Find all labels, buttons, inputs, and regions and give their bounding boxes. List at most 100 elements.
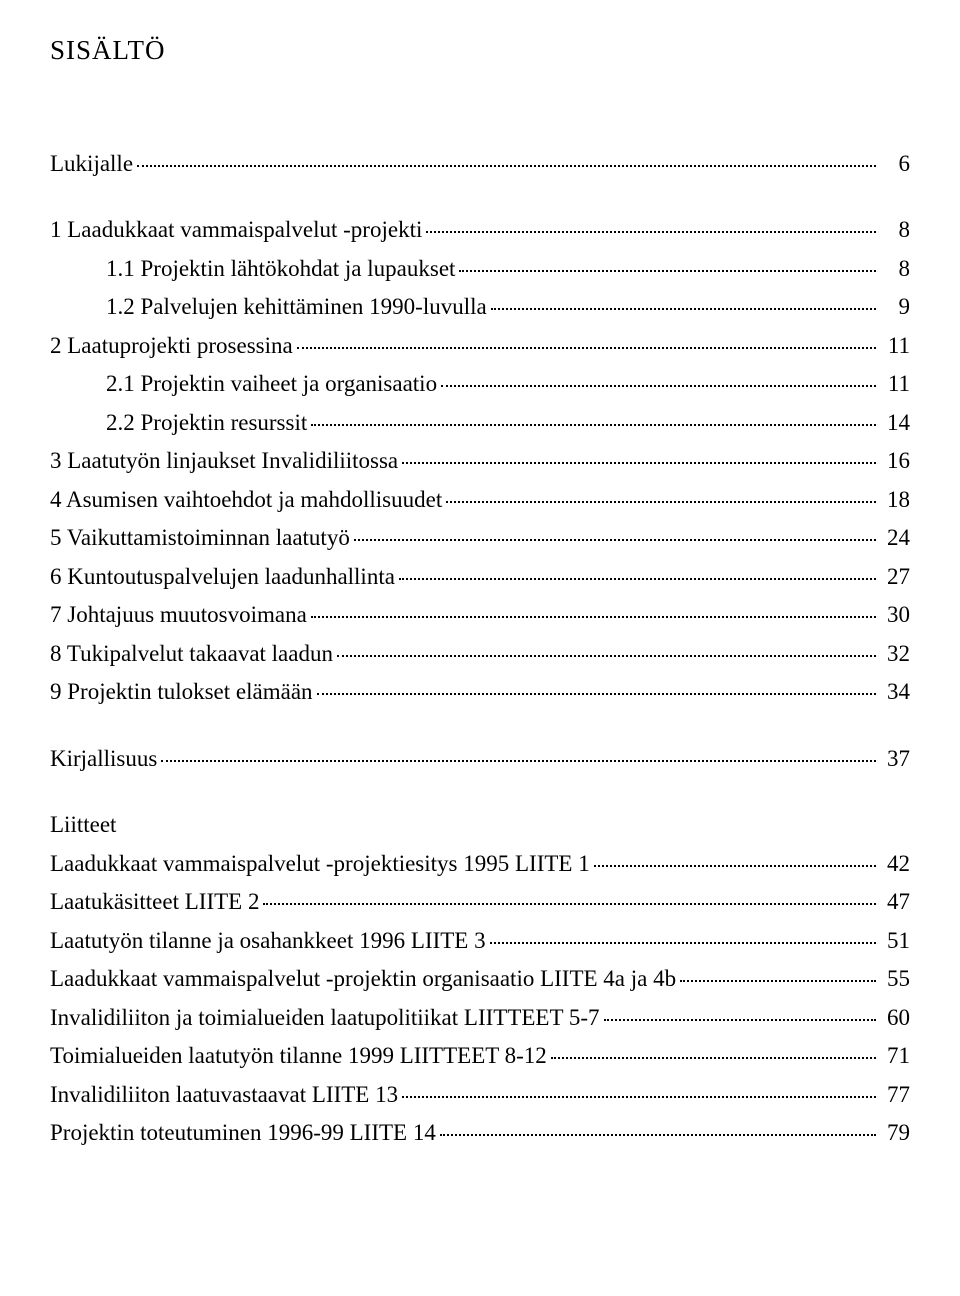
toc-entry: 6 Kuntoutuspalvelujen laadunhallinta 27 bbox=[50, 558, 910, 597]
toc-entry-label: Laadukkaat vammaispalvelut -projektin or… bbox=[50, 962, 676, 997]
dot-leader bbox=[441, 367, 876, 387]
toc-entry: Kirjallisuus 37 bbox=[50, 740, 910, 779]
toc-entry-label: Invalidiliiton ja toimialueiden laatupol… bbox=[50, 1001, 600, 1036]
toc-entry-page: 16 bbox=[880, 444, 910, 479]
toc-entry: 7 Johtajuus muutosvoimana 30 bbox=[50, 596, 910, 635]
toc-entry-label: 2 Laatuprojekti prosessina bbox=[50, 329, 293, 364]
toc-entry-label: 7 Johtajuus muutosvoimana bbox=[50, 598, 307, 633]
toc-entry-label: Toimialueiden laatutyön tilanne 1999 LII… bbox=[50, 1039, 547, 1074]
dot-leader bbox=[440, 1116, 876, 1136]
toc-entry-label: Lukijalle bbox=[50, 147, 133, 182]
toc-entry-label: 1.1 Projektin lähtökohdat ja lupaukset bbox=[50, 252, 455, 287]
toc-entry-page: 77 bbox=[880, 1078, 910, 1113]
toc-entry-page: 79 bbox=[880, 1116, 910, 1151]
dot-leader bbox=[446, 482, 876, 502]
toc-entry-page: 37 bbox=[880, 742, 910, 777]
section-gap bbox=[50, 183, 910, 211]
toc-entry: Laatukäsitteet LIITE 2 47 bbox=[50, 883, 910, 922]
toc-entry: 9 Projektin tulokset elämään 34 bbox=[50, 673, 910, 712]
toc-entry: 2.1 Projektin vaiheet ja organisaatio 11 bbox=[50, 365, 910, 404]
toc-entry: Toimialueiden laatutyön tilanne 1999 LII… bbox=[50, 1037, 910, 1076]
toc-entry: 8 Tukipalvelut takaavat laadun 32 bbox=[50, 635, 910, 674]
dot-leader bbox=[551, 1039, 876, 1059]
toc-entry: 1.1 Projektin lähtökohdat ja lupaukset 8 bbox=[50, 250, 910, 289]
section-gap bbox=[50, 117, 910, 145]
dot-leader bbox=[297, 328, 876, 348]
dot-leader bbox=[311, 405, 876, 425]
toc-entry-page: 47 bbox=[880, 885, 910, 920]
dot-leader bbox=[354, 521, 876, 541]
toc-entry-page: 18 bbox=[880, 483, 910, 518]
toc-entry-label: 4 Asumisen vaihtoehdot ja mahdollisuudet bbox=[50, 483, 442, 518]
toc-entry-label: 1 Laadukkaat vammaispalvelut -projekti bbox=[50, 213, 422, 248]
toc-entry-page: 27 bbox=[880, 560, 910, 595]
dot-leader bbox=[402, 1077, 876, 1097]
dot-leader bbox=[399, 559, 876, 579]
toc-entry: Laadukkaat vammaispalvelut -projektiesit… bbox=[50, 845, 910, 884]
toc-entry: 3 Laatutyön linjaukset Invalidiliitossa 1… bbox=[50, 442, 910, 481]
toc-entry-label: Invalidiliiton laatuvastaavat LIITE 13 bbox=[50, 1078, 398, 1113]
toc-entry: 1.2 Palvelujen kehittäminen 1990-luvulla… bbox=[50, 288, 910, 327]
toc-entry-page: 24 bbox=[880, 521, 910, 556]
section-gap bbox=[50, 712, 910, 740]
toc-entry-page: 42 bbox=[880, 847, 910, 882]
toc-entry: Laatutyön tilanne ja osahankkeet 1996 LI… bbox=[50, 922, 910, 961]
toc-entry-page: 11 bbox=[880, 329, 910, 364]
dot-leader bbox=[311, 598, 876, 618]
toc-entry-label: 5 Vaikuttamistoiminnan laatutyö bbox=[50, 521, 350, 556]
toc-page: SISÄLTÖ Lukijalle 6 1 Laadukkaat vammaispa… bbox=[0, 0, 960, 1296]
dot-leader bbox=[459, 251, 876, 271]
toc-entry-page: 6 bbox=[880, 147, 910, 182]
toc-entry-page: 14 bbox=[880, 406, 910, 441]
toc-entry-page: 30 bbox=[880, 598, 910, 633]
toc-entry: 4 Asumisen vaihtoehdot ja mahdollisuudet… bbox=[50, 481, 910, 520]
toc-heading-label: Liitteet bbox=[50, 812, 116, 837]
toc-entry-label: 2.2 Projektin resurssit bbox=[50, 406, 307, 441]
toc-entry-label: 6 Kuntoutuspalvelujen laadunhallinta bbox=[50, 560, 395, 595]
toc-entry-page: 9 bbox=[880, 290, 910, 325]
toc-entry-label: Laatukäsitteet LIITE 2 bbox=[50, 885, 259, 920]
toc-entry-label: Kirjallisuus bbox=[50, 742, 157, 777]
toc-entry-page: 8 bbox=[880, 213, 910, 248]
toc-entry: 2 Laatuprojekti prosessina 11 bbox=[50, 327, 910, 366]
toc-entry-page: 8 bbox=[880, 252, 910, 287]
toc-entry-page: 34 bbox=[880, 675, 910, 710]
toc-list: Lukijalle 6 1 Laadukkaat vammaispalvelut -… bbox=[50, 117, 910, 1153]
dot-leader bbox=[137, 146, 876, 166]
dot-leader bbox=[594, 846, 876, 866]
toc-entry-page: 51 bbox=[880, 924, 910, 959]
toc-entry: Projektin toteutuminen 1996-99 LIITE 14 7… bbox=[50, 1114, 910, 1153]
toc-entry-label: 9 Projektin tulokset elämään bbox=[50, 675, 313, 710]
toc-entry: Laadukkaat vammaispalvelut -projektin or… bbox=[50, 960, 910, 999]
toc-entry-page: 32 bbox=[880, 637, 910, 672]
toc-entry-page: 71 bbox=[880, 1039, 910, 1074]
toc-entry-label: Laatutyön tilanne ja osahankkeet 1996 LI… bbox=[50, 924, 486, 959]
toc-entry-label: 2.1 Projektin vaiheet ja organisaatio bbox=[50, 367, 437, 402]
toc-entry-page: 55 bbox=[880, 962, 910, 997]
dot-leader bbox=[491, 290, 876, 310]
toc-entry: Invalidiliiton laatuvastaavat LIITE 13 77 bbox=[50, 1076, 910, 1115]
toc-entry: 2.2 Projektin resurssit 14 bbox=[50, 404, 910, 443]
toc-entry-label: 1.2 Palvelujen kehittäminen 1990-luvulla bbox=[50, 290, 487, 325]
toc-entry-label: 8 Tukipalvelut takaavat laadun bbox=[50, 637, 333, 672]
toc-entry: Invalidiliiton ja toimialueiden laatupol… bbox=[50, 999, 910, 1038]
toc-entry-page: 11 bbox=[880, 367, 910, 402]
dot-leader bbox=[490, 923, 876, 943]
toc-entry: Lukijalle 6 bbox=[50, 145, 910, 184]
section-gap bbox=[50, 778, 910, 806]
toc-entry: 1 Laadukkaat vammaispalvelut -projekti 8 bbox=[50, 211, 910, 250]
toc-entry-label: 3 Laatutyön linjaukset Invalidiliitossa bbox=[50, 444, 398, 479]
dot-leader bbox=[426, 213, 876, 233]
toc-entry-label: Projektin toteutuminen 1996-99 LIITE 14 bbox=[50, 1116, 436, 1151]
dot-leader bbox=[680, 962, 876, 982]
dot-leader bbox=[161, 741, 876, 761]
toc-entry-page: 60 bbox=[880, 1001, 910, 1036]
toc-heading: Liitteet bbox=[50, 806, 910, 845]
dot-leader bbox=[263, 885, 876, 905]
toc-entry: 5 Vaikuttamistoiminnan laatutyö 24 bbox=[50, 519, 910, 558]
dot-leader bbox=[337, 636, 876, 656]
page-title: SISÄLTÖ bbox=[50, 30, 910, 71]
dot-leader bbox=[604, 1000, 876, 1020]
dot-leader bbox=[402, 444, 876, 464]
toc-entry-label: Laadukkaat vammaispalvelut -projektiesit… bbox=[50, 847, 590, 882]
